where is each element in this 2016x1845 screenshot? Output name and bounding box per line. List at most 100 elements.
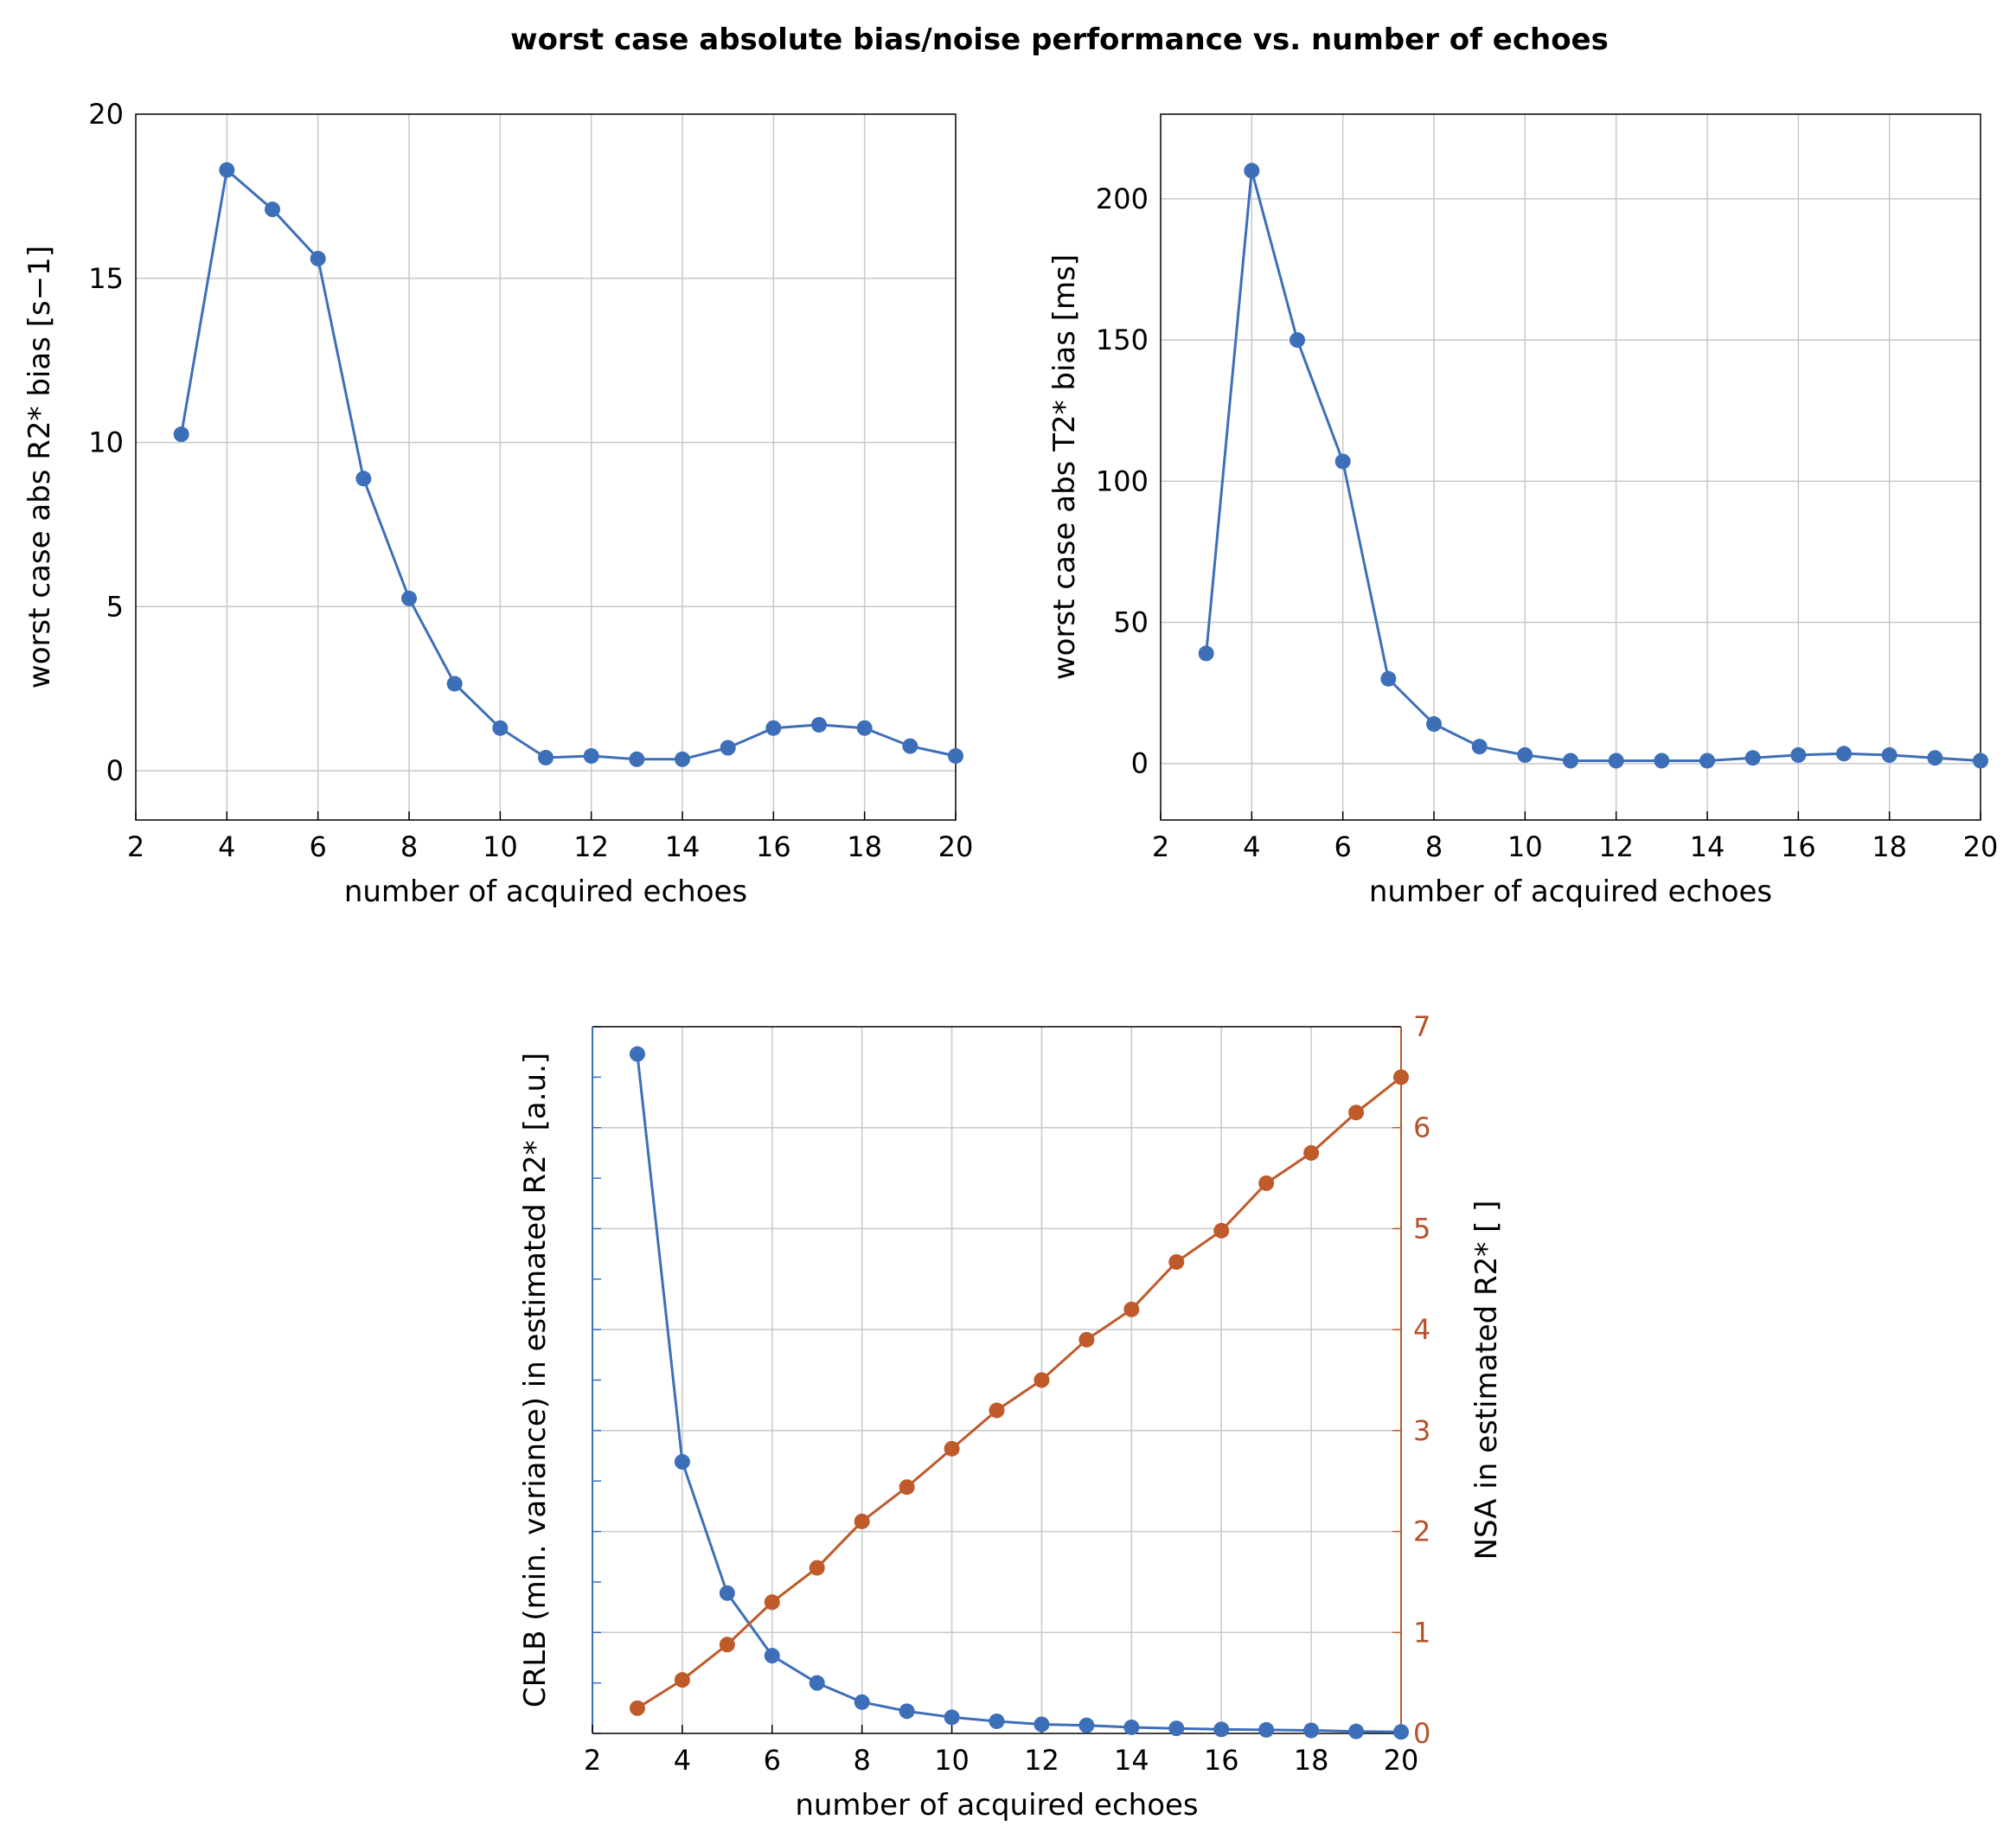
y-tick-label: 0 <box>106 754 124 787</box>
x-axis-label: number of acquired echoes <box>1369 874 1772 909</box>
nsa-data-point <box>674 1672 690 1688</box>
data-point <box>1290 332 1305 349</box>
y-tick-label: 150 <box>1096 324 1149 356</box>
nsa-data-point <box>1078 1331 1095 1348</box>
data-point <box>310 250 326 266</box>
x-tick-label: 14 <box>1690 830 1725 863</box>
nsa-data-point <box>719 1637 735 1653</box>
data-point <box>809 1675 825 1691</box>
right-y-tick-label: 3 <box>1413 1414 1430 1447</box>
nsa-data-point <box>764 1594 780 1611</box>
data-point <box>1123 1719 1140 1735</box>
series-line <box>636 1054 1402 1733</box>
data-point <box>492 720 509 736</box>
x-tick-label: 16 <box>1781 830 1816 863</box>
y-tick-label: 20 <box>88 98 124 131</box>
data-point <box>538 749 554 766</box>
x-tick-label: 12 <box>1598 830 1634 863</box>
x-tick-label: 8 <box>853 1744 870 1777</box>
data-point <box>902 738 918 754</box>
data-point <box>1881 746 1898 763</box>
data-point <box>1303 1722 1320 1739</box>
x-tick-label: 8 <box>1425 830 1443 863</box>
nsa-data-point <box>629 1700 645 1716</box>
data-point <box>1973 753 1988 769</box>
y-axis-label: CRLB (min. variance) in estimated R2* [a… <box>518 1053 553 1707</box>
right-y-tick-label: 7 <box>1413 1010 1430 1043</box>
data-point <box>720 740 736 756</box>
data-point <box>401 590 417 606</box>
x-axis-label: number of acquired echoes <box>344 874 747 909</box>
x-tick-label: 4 <box>1243 830 1260 863</box>
data-point <box>1168 1720 1185 1737</box>
nsa-data-point <box>1034 1372 1050 1388</box>
x-tick-label: 10 <box>1507 830 1543 863</box>
plot-frame <box>1160 113 1981 821</box>
data-point <box>265 202 280 218</box>
data-point <box>854 1694 870 1710</box>
data-point <box>1348 1723 1365 1739</box>
y-tick-label: 10 <box>88 426 124 459</box>
data-point <box>1654 753 1670 769</box>
y-axis-label: worst case abs T2* bias [ms] <box>1047 254 1082 680</box>
nsa-data-point <box>944 1440 960 1457</box>
x-tick-label: 12 <box>1024 1744 1059 1777</box>
nsa-data-point <box>809 1560 825 1576</box>
x-tick-label: 20 <box>1963 830 1999 863</box>
data-point <box>1380 670 1397 687</box>
data-point <box>1258 1721 1275 1738</box>
x-tick-label: 16 <box>1204 1744 1239 1777</box>
series-line <box>180 167 957 761</box>
x-tick-label: 6 <box>764 1744 781 1777</box>
y-tick-label: 5 <box>106 590 124 623</box>
data-point <box>1608 753 1624 769</box>
y-axis-label: worst case abs R2* bias [s−1] <box>22 246 57 689</box>
x-tick-label: 4 <box>218 830 235 863</box>
x-tick-label: 10 <box>934 1744 970 1777</box>
data-point <box>1699 753 1715 769</box>
data-point <box>1244 163 1260 179</box>
nsa-data-point <box>1393 1069 1409 1086</box>
y-tick-label: 0 <box>1131 747 1149 780</box>
x-tick-label: 2 <box>1152 830 1169 863</box>
nsa-data-point <box>1258 1175 1275 1191</box>
y-tick-label: 100 <box>1096 464 1149 497</box>
right-y-tick-label: 6 <box>1413 1111 1430 1144</box>
right-y-tick-label: 5 <box>1413 1212 1430 1245</box>
right-y-tick-label: 0 <box>1413 1717 1430 1750</box>
data-point <box>1034 1716 1050 1733</box>
x-tick-label: 8 <box>400 830 418 863</box>
x-tick-label: 6 <box>309 830 326 863</box>
y-tick-label: 50 <box>1113 606 1149 639</box>
data-point <box>1198 645 1214 662</box>
nsa-series-line <box>637 1076 1402 1710</box>
right-y-tick-label: 1 <box>1413 1616 1430 1649</box>
data-point <box>674 1454 690 1470</box>
data-point <box>1927 750 1943 766</box>
x-tick-label: 18 <box>1872 830 1907 863</box>
right-y-axis-label: NSA in estimated R2* [ ] <box>1469 1201 1504 1560</box>
x-tick-label: 2 <box>584 1744 601 1777</box>
nsa-data-point <box>989 1402 1005 1419</box>
x-tick-label: 18 <box>1294 1744 1329 1777</box>
x-tick-label: 6 <box>1334 830 1351 863</box>
data-point <box>811 716 827 733</box>
data-point <box>1563 753 1578 769</box>
data-point <box>899 1703 915 1720</box>
nsa-data-point <box>854 1513 870 1529</box>
data-point <box>1334 453 1351 470</box>
x-tick-label: 16 <box>756 830 791 863</box>
data-point <box>856 720 873 736</box>
data-point <box>944 1709 960 1726</box>
nsa-data-point <box>1168 1253 1185 1270</box>
data-point <box>1744 750 1761 766</box>
series-line <box>1205 170 1981 762</box>
x-tick-label: 14 <box>665 830 701 863</box>
nsa-data-point <box>899 1479 915 1496</box>
data-point <box>675 751 690 767</box>
r2-bias-chart: 2 4 6 8 10 12 14 16 18 20 0 5 10 15 20 number of acquir… <box>22 98 973 909</box>
x-tick-label: 10 <box>483 830 518 863</box>
x-axis-label: number of acquired echoes <box>795 1788 1198 1823</box>
x-tick-label: 18 <box>847 830 882 863</box>
